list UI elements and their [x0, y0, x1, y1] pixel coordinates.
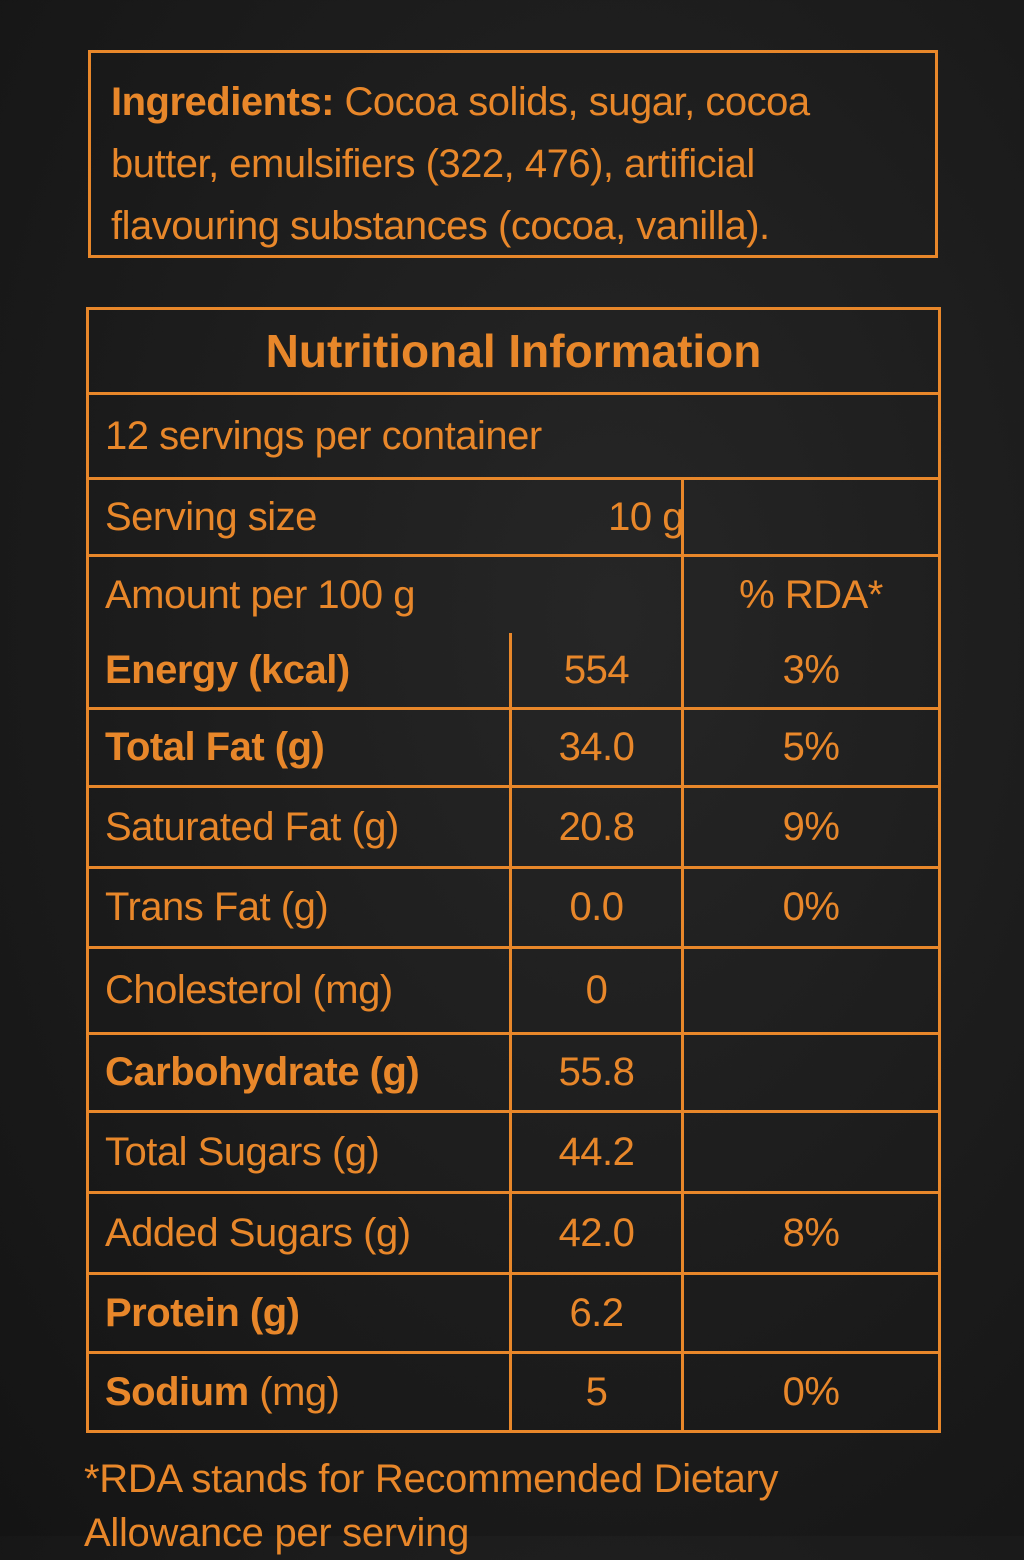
servings-row: 12 servings per container [89, 392, 938, 477]
nutrient-value: 34.0 [509, 710, 681, 785]
nutrient-name: Cholesterol (mg) [89, 949, 393, 1032]
nutrient-name: Trans Fat (g) [89, 869, 329, 946]
nutrient-name-text: Protein (g) [105, 1290, 300, 1335]
footnote-line-1: *RDA stands for Recommended Dietary [84, 1457, 779, 1501]
nutrient-row: Energy (kcal) 554 3% [89, 633, 938, 707]
amount-header-row: Amount per 100 g % RDA* [89, 554, 938, 633]
nutrient-name: Protein (g) [89, 1275, 300, 1351]
nutrition-title: Nutritional Information [265, 325, 762, 377]
nutrient-row: Trans Fat (g) 0.0 0% [89, 866, 938, 946]
nutrient-value: 44.2 [509, 1113, 681, 1191]
nutrient-row: Carbohydrate (g) 55.8 [89, 1032, 938, 1110]
nutrient-value: 6.2 [509, 1275, 681, 1351]
nutrient-row: Sodium (mg) 5 0% [89, 1351, 938, 1430]
nutrient-name-text: Saturated Fat (g) [105, 804, 399, 849]
nutrient-row: Saturated Fat (g) 20.8 9% [89, 785, 938, 866]
nutrient-name: Total Fat (g) [89, 710, 325, 785]
nutrient-rda [681, 1035, 938, 1110]
nutrient-rda [681, 1113, 938, 1191]
footnote-line-2: Allowance per serving [84, 1511, 470, 1555]
nutrient-name-text: Trans Fat (g) [105, 885, 329, 929]
nutrient-value: 0 [509, 949, 681, 1032]
nutrition-title-row: Nutritional Information [89, 310, 938, 392]
nutrient-name: Carbohydrate (g) [89, 1035, 420, 1110]
servings-per-container: 12 servings per container [105, 413, 542, 458]
nutrient-row: Added Sugars (g) 42.0 8% [89, 1191, 938, 1272]
nutrient-rda [681, 949, 938, 1032]
nutrient-rda: 3% [681, 633, 938, 707]
nutrient-name-text: Carbohydrate (g) [105, 1050, 420, 1094]
nutrient-name-text: Total Fat (g) [105, 725, 325, 769]
serving-size-label: Serving size [105, 494, 317, 539]
nutrient-value: 0.0 [509, 869, 681, 946]
nutrient-row: Total Sugars (g) 44.2 [89, 1110, 938, 1191]
serving-size-empty-cell [681, 480, 938, 554]
amount-per-label: Amount per 100 g [105, 572, 416, 617]
nutrient-value: 554 [509, 633, 681, 707]
footnote: *RDA stands for Recommended Dietary Allo… [84, 1452, 984, 1560]
nutrient-name: Energy (kcal) [89, 633, 350, 707]
nutrient-name-text: Total Sugars (g) [105, 1129, 380, 1174]
nutrient-name-text: Cholesterol (mg) [105, 968, 393, 1012]
nutrient-rda: 8% [681, 1194, 938, 1272]
rda-header: % RDA* [681, 557, 938, 633]
ingredients-line-3: flavouring substances (cocoa, vanilla). [111, 204, 770, 248]
nutrient-name-text: Sodium [105, 1369, 249, 1414]
nutrient-rda: 0% [681, 869, 938, 946]
nutrient-name: Added Sugars (g) [89, 1194, 411, 1272]
nutrient-rda [681, 1275, 938, 1351]
nutrient-rda: 5% [681, 710, 938, 785]
nutrient-name: Total Sugars (g) [89, 1113, 380, 1191]
nutrient-name: Sodium (mg) [89, 1354, 340, 1430]
nutrient-name-text: Energy (kcal) [105, 647, 350, 692]
ingredients-box: Ingredients: Cocoa solids, sugar, cocoa … [88, 50, 938, 258]
serving-size-value: 10 g [608, 494, 684, 539]
ingredients-label: Ingredients: [111, 80, 334, 124]
ingredients-text-1: Cocoa solids, sugar, cocoa [344, 80, 811, 124]
serving-size-row: Serving size 10 g [89, 477, 938, 554]
nutrient-value: 55.8 [509, 1035, 681, 1110]
nutrient-row: Protein (g) 6.2 [89, 1272, 938, 1351]
nutrient-name: Saturated Fat (g) [89, 788, 399, 866]
ingredients-line-1: Ingredients: Cocoa solids, sugar, cocoa [111, 71, 915, 133]
nutrient-row: Total Fat (g) 34.0 5% [89, 707, 938, 785]
nutrient-value: 5 [509, 1354, 681, 1430]
nutrient-unit: (mg) [248, 1369, 340, 1414]
nutrient-value: 42.0 [509, 1194, 681, 1272]
ingredients-line-2: butter, emulsifiers (322, 476), artifici… [111, 142, 755, 186]
nutrient-value: 20.8 [509, 788, 681, 866]
nutrient-rda: 9% [681, 788, 938, 866]
nutrient-row: Cholesterol (mg) 0 [89, 946, 938, 1032]
nutrient-name-text: Added Sugars (g) [105, 1210, 411, 1255]
nutrition-table: Nutritional Information 12 servings per … [86, 307, 941, 1433]
nutrient-rda: 0% [681, 1354, 938, 1430]
